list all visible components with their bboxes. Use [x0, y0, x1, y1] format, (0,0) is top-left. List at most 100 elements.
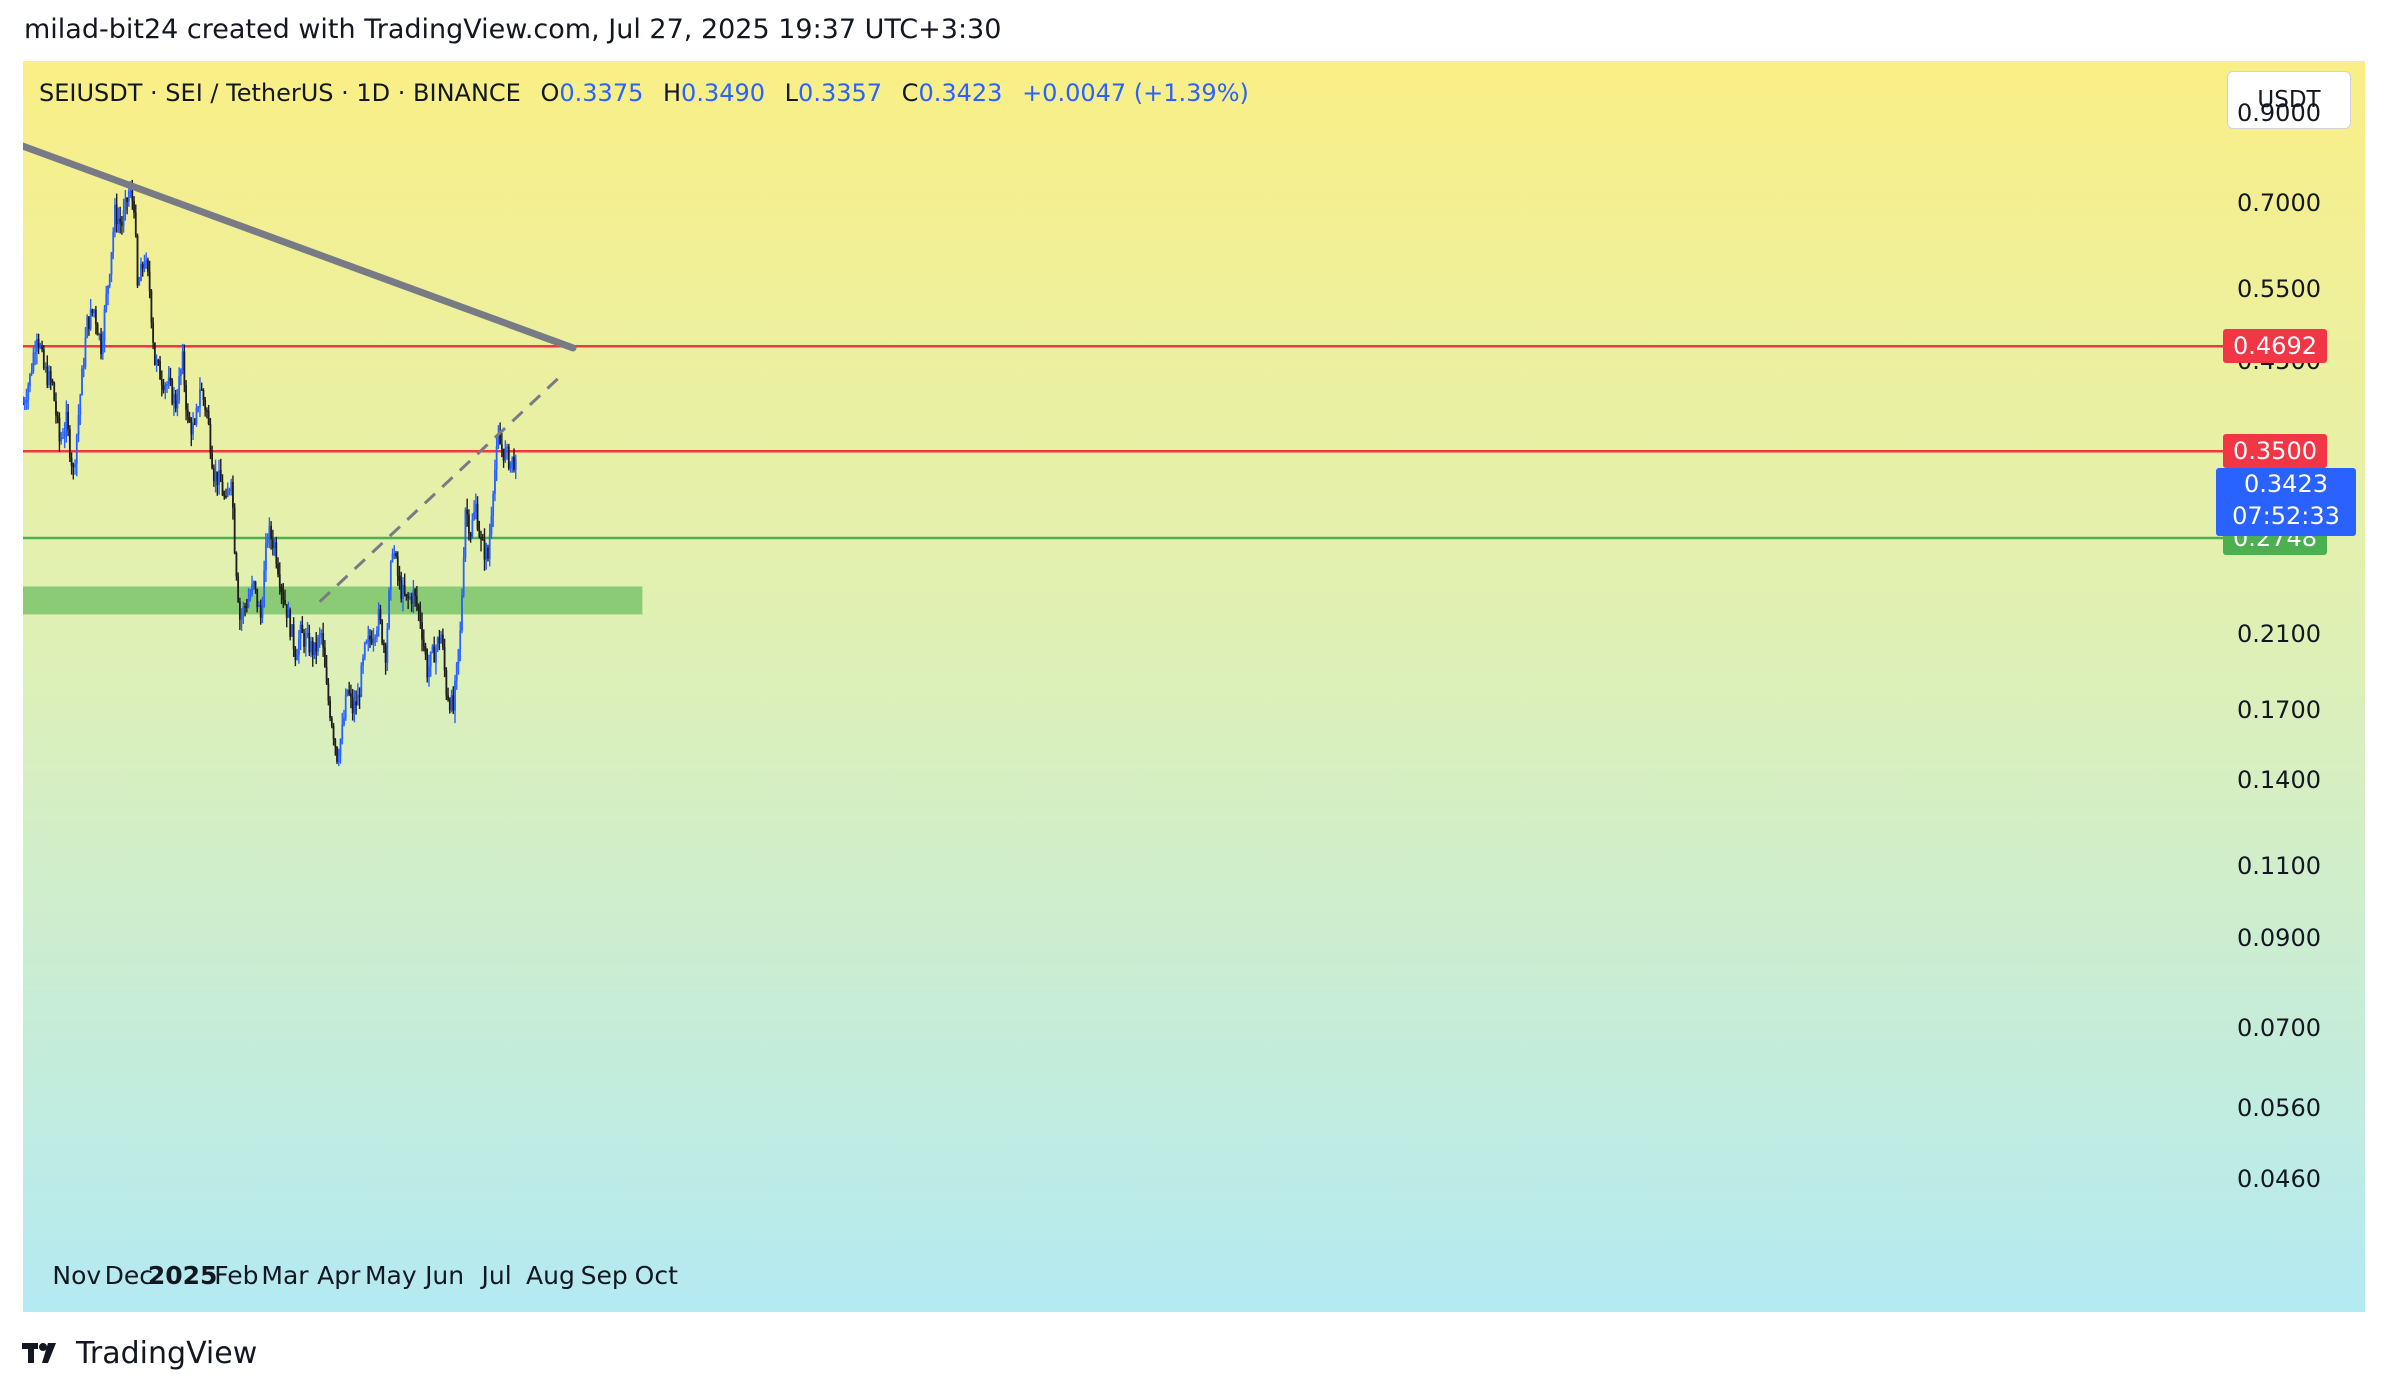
symbol-description[interactable]: SEIUSDT · SEI / TetherUS · 1D · BINANCE — [39, 79, 521, 107]
candle-body — [44, 366, 47, 369]
candle-body — [487, 547, 489, 559]
rising-dashed-trendline — [318, 376, 561, 603]
footer-brand: TradingView — [22, 1333, 257, 1373]
candle-body — [268, 525, 271, 538]
candle-body — [41, 346, 43, 350]
candle-body — [183, 351, 186, 385]
candle-body — [185, 384, 187, 410]
close-label: C — [901, 79, 919, 107]
candle-body — [448, 699, 451, 711]
candle-body — [140, 263, 142, 281]
candle-body — [369, 635, 371, 640]
candle-body — [507, 446, 510, 469]
candle-body — [327, 683, 330, 701]
candle-body — [431, 646, 434, 652]
candle-body — [275, 542, 278, 564]
candle-body — [322, 633, 325, 648]
candle-body — [350, 693, 352, 698]
candle-body — [315, 642, 318, 652]
high-label: H — [663, 79, 682, 107]
candle-body — [58, 417, 61, 442]
candle-body — [304, 635, 307, 647]
candle-body — [318, 634, 321, 638]
candle-body — [131, 190, 134, 201]
candle-body — [152, 322, 155, 343]
tradingview-logo-icon — [22, 1343, 56, 1363]
candle-body — [167, 377, 170, 385]
candle-body — [117, 218, 120, 225]
candle-body — [351, 697, 354, 714]
candle-body — [245, 606, 248, 608]
candle-body — [65, 411, 68, 432]
candle-body — [306, 633, 309, 636]
candle-body — [311, 641, 314, 656]
candle-body — [355, 701, 358, 706]
support-zone — [23, 586, 643, 615]
candle-body — [155, 360, 158, 365]
candle-body — [443, 647, 446, 671]
y-tick-label: 0.9000 — [2237, 98, 2321, 127]
candle-body — [409, 596, 411, 599]
candle-body — [242, 606, 245, 615]
candle-body — [110, 252, 113, 275]
candle-body — [325, 667, 328, 684]
candle-body — [35, 338, 38, 353]
candle-body — [284, 599, 286, 605]
candle-body — [509, 461, 512, 469]
candle-body — [473, 511, 475, 520]
candle-body — [148, 271, 151, 292]
price-badge-resistance-lower: 0.3500 — [2223, 434, 2327, 469]
change-value: +0.0047 (+1.39%) — [1022, 79, 1249, 107]
candle-body — [301, 624, 304, 633]
candle-body — [51, 380, 54, 383]
candle-body — [249, 594, 252, 599]
price-badge-resistance-upper: 0.4692 — [2223, 329, 2327, 364]
candle-body — [339, 739, 342, 757]
chart-area[interactable]: SEIUSDT · SEI / TetherUS · 1D · BINANCE … — [23, 61, 2365, 1312]
candle-body — [169, 377, 172, 381]
candle-body — [389, 561, 392, 591]
candle-body — [419, 610, 422, 623]
candle-body — [334, 739, 337, 748]
candle-body — [266, 537, 269, 543]
candle-body — [433, 646, 436, 663]
candle-body — [467, 514, 470, 534]
candle-body — [157, 360, 160, 362]
candle-body — [261, 606, 264, 618]
price-chart-svg[interactable] — [23, 61, 2365, 1312]
candle-body — [481, 539, 484, 541]
y-tick-label: 0.2100 — [2237, 620, 2321, 649]
y-tick-label: 0.1700 — [2237, 696, 2321, 725]
candle-body — [377, 609, 380, 631]
candle-body — [417, 605, 420, 611]
candle-body — [39, 346, 42, 348]
y-tick-label: 0.1100 — [2237, 852, 2321, 881]
candle-body — [226, 491, 229, 498]
currency-button[interactable]: USDT — [2227, 71, 2351, 129]
candle-body — [55, 400, 57, 416]
candle-body — [356, 695, 359, 706]
candle-body — [320, 633, 323, 635]
candle-body — [147, 259, 149, 272]
candle-body — [348, 689, 351, 694]
candle-body — [138, 280, 141, 286]
candle-body — [216, 471, 219, 486]
candle-body — [188, 416, 191, 422]
candle-body — [450, 695, 453, 711]
candle-body — [221, 481, 224, 496]
candle-body — [474, 503, 477, 512]
candle-body — [176, 400, 179, 409]
candle-body — [499, 434, 502, 445]
candle-body — [396, 556, 399, 576]
candle-body — [462, 557, 465, 595]
candle-body — [494, 469, 496, 494]
last-price-value: 0.3423 — [2244, 470, 2328, 498]
candle-body — [461, 594, 463, 631]
candle-body — [471, 519, 474, 537]
high-value: 0.3490 — [681, 79, 766, 107]
candle-body — [252, 581, 255, 585]
candle-body — [513, 456, 515, 470]
y-tick-label: 0.0460 — [2237, 1164, 2321, 1193]
candle-body — [511, 456, 514, 462]
candle-body — [232, 482, 234, 508]
